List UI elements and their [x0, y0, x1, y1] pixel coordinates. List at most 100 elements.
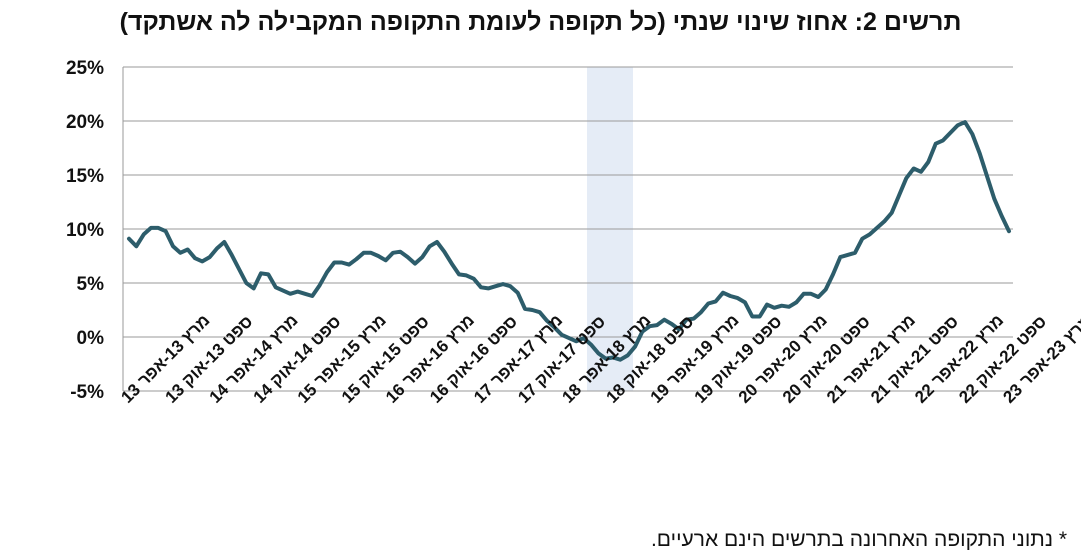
data-point [890, 211, 894, 215]
data-point [303, 292, 307, 296]
data-point [604, 357, 608, 361]
data-point [941, 138, 945, 142]
data-point [325, 270, 329, 274]
data-point [780, 304, 784, 308]
data-point [538, 310, 542, 314]
chart-title: תרשים 2: אחוז שינוי שנתי (כל תקופה לעומת… [119, 8, 962, 36]
data-point [1007, 229, 1011, 233]
data-point [948, 131, 952, 135]
data-point [846, 253, 850, 257]
data-point [824, 288, 828, 291]
series-line [127, 120, 1011, 362]
data-point [230, 253, 234, 257]
data-point [611, 356, 615, 359]
data-point [684, 318, 688, 322]
data-point [142, 232, 146, 236]
data-point [618, 358, 622, 362]
data-point [853, 251, 857, 255]
data-point [406, 255, 410, 259]
data-point [369, 251, 373, 255]
data-point [662, 318, 666, 322]
data-point [501, 282, 505, 286]
data-point [274, 285, 278, 289]
data-point [266, 272, 270, 276]
data-point [765, 303, 769, 307]
data-point [362, 251, 366, 255]
data-point [728, 294, 732, 298]
data-point [596, 351, 600, 355]
data-point [523, 307, 527, 311]
data-point [186, 248, 190, 251]
data-point [904, 176, 908, 180]
data-point [802, 292, 806, 296]
y-tick-label: 0% [77, 328, 105, 349]
data-point [934, 142, 938, 146]
data-point [787, 305, 791, 309]
data-point [222, 240, 226, 244]
data-point [648, 324, 652, 328]
data-point [340, 261, 344, 264]
data-point [794, 300, 798, 304]
y-tick-label: 25% [66, 58, 104, 79]
data-point [552, 325, 556, 329]
data-point [472, 277, 476, 281]
data-point [178, 251, 182, 255]
data-point [332, 261, 336, 264]
data-point [237, 267, 241, 271]
data-point [956, 123, 960, 127]
data-point [809, 292, 813, 296]
data-points [127, 120, 1011, 362]
data-point [398, 250, 402, 254]
data-point [347, 263, 351, 267]
data-point [838, 255, 842, 259]
data-point [384, 258, 388, 262]
data-point [926, 160, 930, 164]
data-point [318, 283, 322, 287]
data-point [508, 284, 512, 288]
data-point [164, 229, 168, 233]
data-point [860, 237, 864, 241]
data-point [442, 250, 446, 254]
data-point [134, 244, 138, 248]
data-point [868, 232, 872, 236]
data-point [486, 286, 490, 290]
data-point [736, 296, 740, 300]
data-point [692, 317, 696, 321]
data-point [574, 339, 578, 343]
data-point [640, 330, 644, 334]
data-point [215, 246, 219, 250]
data-point [992, 197, 996, 201]
data-point [816, 295, 820, 299]
data-point [560, 333, 564, 337]
data-point [706, 302, 710, 305]
data-point [413, 262, 417, 266]
data-point [428, 244, 432, 248]
data-point [149, 226, 153, 230]
data-point [978, 151, 982, 155]
data-point [479, 285, 483, 289]
data-point [985, 174, 989, 178]
data-point [259, 271, 263, 275]
data-point [252, 286, 256, 290]
data-point [288, 292, 292, 296]
data-point [450, 262, 454, 266]
data-point [626, 353, 630, 357]
data-point [670, 322, 674, 326]
y-tick-label: -5% [70, 382, 104, 403]
data-point [633, 345, 637, 349]
data-point [244, 281, 248, 285]
data-point [208, 255, 212, 259]
data-point [545, 319, 549, 323]
data-point [589, 343, 593, 347]
data-point [391, 251, 395, 255]
data-point [714, 299, 718, 303]
data-point [127, 237, 131, 241]
y-tick-label: 10% [66, 220, 104, 241]
data-point [494, 284, 498, 288]
data-point [655, 323, 659, 327]
data-point [963, 120, 967, 124]
data-point [156, 226, 160, 230]
y-axis: -5% 0% 5% 10% 15% 20% 25% [66, 58, 104, 403]
